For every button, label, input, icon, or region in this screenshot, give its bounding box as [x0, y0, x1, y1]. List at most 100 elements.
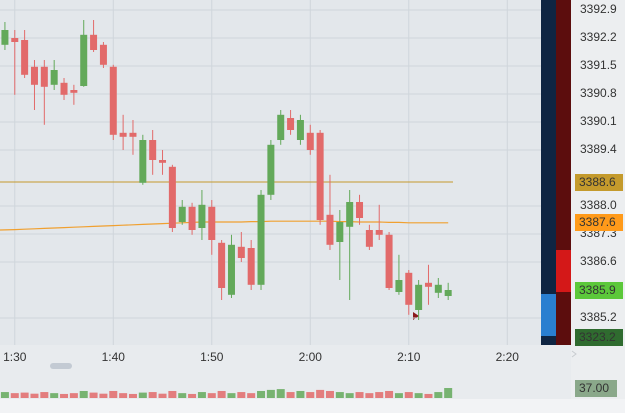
candle-body: [247, 248, 255, 285]
candle-body: [375, 230, 383, 235]
candle-body: [444, 290, 452, 296]
volume-bar: [237, 392, 246, 398]
volume-bar: [50, 393, 59, 398]
y-tick-label: 3392.9: [580, 2, 617, 16]
volume-bar: [365, 393, 374, 398]
volume-bar: [286, 392, 295, 398]
footer-strip: [0, 399, 625, 413]
candle-body: [227, 244, 235, 295]
volume-bar: [10, 393, 19, 398]
price-marker-box: [575, 282, 623, 299]
grid-layer: [0, 0, 541, 345]
candle-body: [90, 34, 98, 50]
candle-body: [198, 204, 206, 228]
x-tick-label: 1:30: [3, 350, 27, 364]
candle-body: [60, 82, 68, 95]
volume-bar: [207, 393, 216, 398]
candle-body: [405, 272, 413, 305]
candle-body: [1, 30, 9, 45]
y-tick-label: 3385.2: [580, 310, 617, 324]
volume-bar: [306, 392, 315, 398]
x-tick-label: 2:10: [397, 350, 421, 364]
depth-block-bid: [541, 294, 556, 336]
last-marker-box: [575, 329, 623, 346]
marks-layer: [0, 20, 453, 398]
volume-bar: [444, 388, 453, 398]
candle-body: [21, 40, 29, 75]
volume-bar: [148, 392, 157, 398]
volume-bar: [109, 390, 118, 398]
y-tick-label: 3386.6: [580, 254, 617, 268]
volume-bar: [394, 393, 403, 398]
candle-body: [316, 132, 324, 220]
volume-bar: [20, 392, 29, 398]
candle-body: [119, 132, 127, 137]
y-tick-label: 3392.2: [580, 30, 617, 44]
candle-body: [237, 246, 245, 258]
y-tick-label: 3390.1: [580, 114, 617, 128]
volume-bar: [168, 390, 177, 398]
candle-body: [50, 70, 58, 85]
candle-body: [395, 280, 403, 292]
depth-block-ask: [556, 250, 571, 292]
volume-bar: [335, 392, 344, 398]
volume-bar: [217, 390, 226, 398]
candle-body: [326, 214, 334, 245]
candle-body: [356, 202, 364, 218]
volume-bar: [99, 393, 108, 398]
candle-body: [149, 140, 157, 160]
candle-body: [129, 132, 137, 137]
candle-body: [99, 44, 107, 65]
price-marker-box: [575, 174, 623, 191]
candle-body: [257, 194, 265, 285]
last-marker-label: 3323.2: [579, 330, 616, 344]
candle-body: [30, 66, 38, 85]
moving-average-line: [0, 220, 449, 231]
volume-bar: [128, 393, 137, 398]
candle-body: [168, 166, 176, 228]
candle-body: [306, 132, 314, 150]
y-tick-label: 3390.8: [580, 86, 617, 100]
volume-bar: [0, 392, 9, 398]
candle-body: [296, 120, 304, 140]
candle-body: [424, 282, 432, 287]
volume-bar: [375, 392, 384, 398]
volume-bar: [345, 393, 354, 398]
volume-bar: [257, 390, 266, 398]
volume-bar: [119, 393, 128, 398]
y-tick-label: 3389.4: [580, 142, 617, 156]
candle-body: [434, 284, 442, 293]
volume-bar: [385, 390, 394, 398]
candle-body: [218, 242, 226, 288]
labels-layer: 3392.9 3392.2 3391.5 3390.8 3390.1 3389.4 3388…: [3, 2, 623, 398]
candle-body: [139, 140, 147, 183]
volume-bar: [276, 389, 285, 398]
volume-bar: [69, 393, 78, 398]
candle-body: [385, 234, 393, 288]
volume-bar: [404, 392, 413, 398]
volume-bar: [296, 390, 305, 398]
scroll-thumb[interactable]: [50, 363, 72, 369]
scroll-arrow[interactable]: [571, 350, 577, 358]
volume-bar: [40, 392, 49, 398]
volume-bar: [30, 393, 39, 398]
candle-body: [159, 160, 167, 163]
volume-marker-box: [575, 380, 617, 398]
candle-body: [188, 206, 196, 230]
volume-bar: [355, 392, 364, 398]
volume-bar: [227, 393, 236, 398]
volume-marker-label: 37.00: [579, 381, 609, 395]
candle-body: [267, 144, 275, 195]
volume-bar: [325, 390, 334, 398]
volume-bar: [434, 392, 443, 398]
volume-bar: [79, 390, 88, 398]
candle-body: [178, 206, 186, 222]
x-tick-label: 2:20: [496, 350, 520, 364]
candle-body: [346, 202, 354, 227]
volume-bar: [178, 393, 187, 398]
candle-body: [80, 34, 88, 86]
price-marker-label: 3385.9: [579, 283, 616, 297]
volume-bar: [89, 392, 98, 398]
